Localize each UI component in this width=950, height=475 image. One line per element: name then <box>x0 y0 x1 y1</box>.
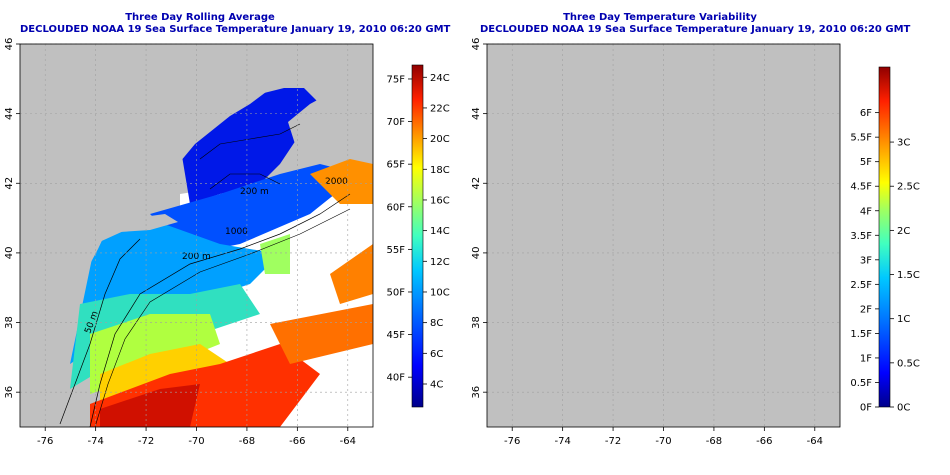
left-x-tick-label: -72 <box>138 436 154 447</box>
right-x-tick-label: -70 <box>655 436 671 447</box>
left-y-tick-label: 42 <box>4 177 15 190</box>
right-colorbar-c-label: 0C <box>897 403 910 414</box>
left-colorbar <box>411 64 424 408</box>
right-colorbar-c-label: 0.5C <box>897 358 920 369</box>
left-colorbar-c-label: 4C <box>430 379 443 390</box>
right-colorbar-f-label: 6F <box>860 108 872 119</box>
right-colorbar-f-label: 0.5F <box>850 378 872 389</box>
right-colorbar-f-label: 4.5F <box>850 182 872 193</box>
right-colorbar-f-label: 5F <box>860 157 872 168</box>
right-x-tick-label: -74 <box>554 436 570 447</box>
left-contour-label-4: 1000 <box>225 227 248 237</box>
left-colorbar-c-label: 24C <box>430 73 450 84</box>
right-y-tick-label: 44 <box>471 107 482 120</box>
left-panel-title: Three Day Rolling Average <box>125 12 275 23</box>
right-x-tick-label: -76 <box>504 436 520 447</box>
left-colorbar-f-label: 70F <box>387 117 406 128</box>
right-colorbar-f-label: 3.5F <box>850 231 872 242</box>
right-y-tick-label: 42 <box>471 177 482 190</box>
left-colorbar-c-label: 16C <box>430 195 450 206</box>
left-contour-1000 <box>94 208 351 428</box>
left-orange-band <box>270 304 373 364</box>
left-contour-label-2: 200 m <box>240 187 269 197</box>
right-x-tick-label: -66 <box>756 436 772 447</box>
right-colorbar-f-label: 4F <box>860 206 872 217</box>
left-colorbar-c-label: 20C <box>430 134 450 145</box>
right-panel-title-block: Three Day Temperature Variability DECLOU… <box>480 12 911 36</box>
right-colorbar-f-label: 2F <box>860 304 872 315</box>
left-y-tick-label: 36 <box>4 386 15 399</box>
left-contour-200m <box>89 193 351 428</box>
right-colorbar-f-label: 1.5F <box>850 329 872 340</box>
left-colorbar-f-label: 55F <box>387 245 406 256</box>
right-colorbar-c-label: 3C <box>897 138 910 149</box>
right-x-tick-label: -72 <box>605 436 621 447</box>
left-x-tick-label: -66 <box>289 436 305 447</box>
right-y-tick-label: 46 <box>471 38 482 51</box>
left-x-tick-label: -64 <box>340 436 356 447</box>
right-colorbar-f-label: 1F <box>860 353 872 364</box>
left-contour-gulf-maine <box>199 123 301 160</box>
left-map: 200 m 200 m 50 m 1000 2000 <box>19 43 374 428</box>
left-colorbar-c-label: 8C <box>430 318 443 329</box>
right-x-tick-label: -68 <box>706 436 722 447</box>
left-colorbar-c-label: 22C <box>430 103 450 114</box>
right-y-tick-label: 36 <box>471 386 482 399</box>
left-warm-patch <box>260 234 290 274</box>
left-contour-georges <box>209 173 281 190</box>
left-colorbar-f-label: 40F <box>387 373 406 384</box>
left-x-tick-label: -74 <box>87 436 103 447</box>
left-gulf-of-maine-water <box>180 88 320 204</box>
left-colorbar-c-label: 18C <box>430 165 450 176</box>
left-colorbar-f-label: 45F <box>387 330 406 341</box>
left-y-tick-label: 46 <box>4 38 15 51</box>
left-orange-patch <box>330 244 373 304</box>
right-colorbar-f-label: 0F <box>860 403 872 414</box>
right-colorbar-c-label: 2C <box>897 226 910 237</box>
left-colorbar-c-label: 12C <box>430 257 450 268</box>
left-contour-label-1: 200 m <box>182 252 211 262</box>
right-colorbar-f-label: 2.5F <box>850 280 872 291</box>
left-georges-bank-water <box>150 164 360 254</box>
right-gridlines <box>487 43 840 427</box>
right-y-tick-label: 40 <box>471 247 482 260</box>
left-colorbar-c-label: 14C <box>430 226 450 237</box>
right-colorbar-f-label: 3F <box>860 255 872 266</box>
right-colorbar <box>878 66 891 408</box>
right-colorbar-c-label: 1C <box>897 314 910 325</box>
left-x-tick-label: -76 <box>37 436 53 447</box>
axes-layer: -76 -74 -72 -70 -68 -66 -64 46 44 42 40 38 36 -76 -74 -… <box>4 38 920 447</box>
right-y-tick-label: 38 <box>471 316 482 329</box>
left-y-tick-label: 44 <box>4 107 15 120</box>
left-gulf-stream-core <box>100 384 200 427</box>
right-panel-title: Three Day Temperature Variability <box>563 12 757 23</box>
right-colorbar-f-label: 5.5F <box>850 133 872 144</box>
left-y-tick-label: 40 <box>4 247 15 260</box>
left-panel-title-block: Three Day Rolling Average DECLOUDED NOAA… <box>20 12 451 36</box>
left-colorbar-f-label: 60F <box>387 202 406 213</box>
left-colorbar-f-label: 75F <box>387 74 406 85</box>
right-panel-subtitle: DECLOUDED NOAA 19 Sea Surface Temperatur… <box>480 24 911 35</box>
right-map <box>486 43 841 428</box>
right-colorbar-c-label: 1.5C <box>897 270 920 281</box>
left-x-tick-label: -70 <box>188 436 204 447</box>
left-warm-eddy <box>310 159 373 204</box>
left-contour-50m <box>59 238 141 425</box>
left-panel-subtitle: DECLOUDED NOAA 19 Sea Surface Temperatur… <box>20 24 451 35</box>
left-x-tick-label: -68 <box>239 436 255 447</box>
right-x-tick-label: -64 <box>807 436 823 447</box>
left-colorbar-c-label: 10C <box>430 287 450 298</box>
left-colorbar-c-label: 6C <box>430 349 443 360</box>
left-colorbar-f-label: 50F <box>387 287 406 298</box>
right-colorbar-c-label: 2.5C <box>897 182 920 193</box>
left-y-tick-label: 38 <box>4 316 15 329</box>
left-colorbar-f-label: 65F <box>387 160 406 171</box>
left-contour-label-5: 2000 <box>325 177 348 187</box>
